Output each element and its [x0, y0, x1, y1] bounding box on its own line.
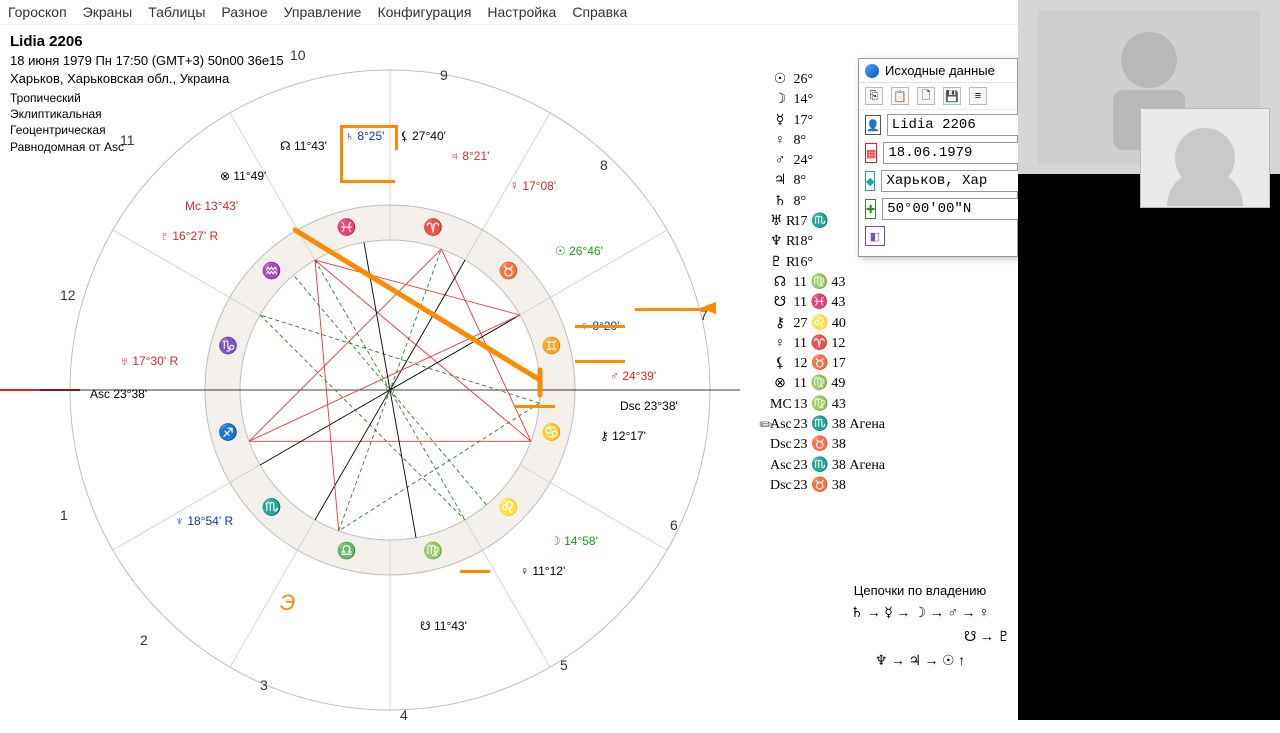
svg-text:9: 9	[440, 67, 448, 83]
menu-item[interactable]: Разное	[221, 4, 267, 20]
copy-button[interactable]: ⎘	[865, 87, 883, 105]
position-row: ♀ 11 ♈ 12	[770, 334, 1000, 354]
dialog-titlebar[interactable]: Исходные данные	[859, 59, 1017, 83]
field-icon[interactable]: ▦	[865, 143, 877, 163]
svg-text:Э: Э	[280, 590, 295, 615]
dialog-fields: 👤 ▦ ◆ ✚ ◧	[859, 110, 1017, 256]
menu-item[interactable]: Конфигурация	[377, 4, 471, 20]
menu-item[interactable]: Гороскоп	[8, 4, 67, 20]
participant-thumbnail[interactable]	[1140, 108, 1270, 208]
svg-text:Mc 13°43': Mc 13°43'	[185, 199, 238, 213]
dialog-field-row: 👤	[865, 114, 1011, 136]
paste-button[interactable]: 📋	[891, 87, 909, 105]
app-icon	[865, 64, 879, 78]
svg-text:☋ 11°43': ☋ 11°43'	[420, 619, 467, 633]
svg-text:♒: ♒	[262, 261, 282, 280]
position-row: Asc 23 ♏ 38 Агена	[770, 456, 1000, 476]
svg-text:12: 12	[60, 287, 76, 303]
field-icon[interactable]: ✚	[865, 199, 876, 219]
dialog-field-row: ◆	[865, 170, 1011, 192]
position-row: Dsc 23 ♉ 38	[770, 476, 1000, 496]
extra-icon[interactable]: ◧	[865, 226, 885, 246]
svg-text:♋: ♋	[542, 423, 562, 442]
position-row: ☋ 11 ♓ 43	[770, 293, 1000, 313]
menu-item[interactable]: Настройка	[487, 4, 556, 20]
svg-text:11: 11	[120, 132, 135, 148]
svg-text:♈: ♈	[423, 217, 443, 236]
dialog-field-row: ▦	[865, 142, 1011, 164]
svg-text:☿ 17°08': ☿ 17°08'	[510, 179, 556, 193]
menu-item[interactable]: Справка	[572, 4, 627, 20]
svg-text:Asc 23°38': Asc 23°38'	[90, 387, 147, 401]
position-row: ☊ 11 ♍ 43	[770, 273, 1000, 293]
svg-text:⚷ 12°17': ⚷ 12°17'	[600, 429, 646, 443]
svg-text:♉: ♉	[498, 261, 518, 280]
field-icon[interactable]: 👤	[865, 115, 881, 135]
dialog-field-row: ✚	[865, 198, 1011, 220]
svg-text:5: 5	[560, 657, 568, 673]
svg-text:10: 10	[290, 47, 306, 63]
menu-item[interactable]: Таблицы	[148, 4, 205, 20]
svg-text:♐: ♐	[218, 423, 238, 442]
chains-title: Цепочки по владению	[820, 580, 1020, 602]
svg-text:4: 4	[400, 707, 408, 723]
dialog-title: Исходные данные	[885, 63, 995, 78]
position-row: Dsc 23 ♉ 38	[770, 435, 1000, 455]
svg-text:♇ 16°27' R: ♇ 16°27' R	[160, 229, 218, 243]
svg-text:⚸ 27°40': ⚸ 27°40'	[400, 129, 446, 143]
svg-text:♓: ♓	[337, 217, 357, 236]
svg-text:⊗ 11°49': ⊗ 11°49'	[220, 169, 266, 183]
menu-item[interactable]: Экраны	[83, 4, 133, 20]
svg-text:1: 1	[60, 507, 68, 523]
svg-text:♂ 24°39': ♂ 24°39'	[610, 369, 656, 383]
menu-button[interactable]: ≡	[969, 87, 987, 105]
svg-text:♑: ♑	[218, 336, 238, 355]
svg-text:♌: ♌	[498, 498, 518, 517]
svg-text:☊ 11°43': ☊ 11°43'	[280, 139, 327, 153]
svg-text:♏: ♏	[262, 498, 282, 517]
svg-text:♀ 11°12': ♀ 11°12'	[520, 564, 565, 578]
svg-text:♍: ♍	[423, 541, 443, 560]
rulership-chains: Цепочки по владению ♄ → ☿ → ☽ → ♂ → ♀ ☋ …	[820, 580, 1020, 673]
dialog-toolbar: ⎘ 📋 🗋 💾 ≡	[859, 83, 1017, 110]
position-row: MC 13 ♍ 43	[770, 395, 1000, 415]
svg-text:♅ 17°30' R: ♅ 17°30' R	[120, 354, 178, 368]
position-row: ⊗ 11 ♍ 49	[770, 374, 1000, 394]
position-row: ⚷ 27 ♌ 40	[770, 314, 1000, 334]
chain-line: ♆ → ♃ → ☉ ↑	[820, 650, 1020, 674]
svg-text:8: 8	[600, 157, 608, 173]
new-button[interactable]: 🗋	[917, 87, 935, 105]
chart-svg: ♈♉♊♋♌♍♎♏♐♑♒♓121110987654321⊗ 11°49'☊ 11°…	[0, 30, 760, 730]
svg-text:☽ 14°58': ☽ 14°58'	[550, 534, 598, 548]
svg-text:6: 6	[670, 517, 678, 533]
svg-text:☉ 26°46': ☉ 26°46'	[555, 244, 603, 258]
source-data-dialog[interactable]: Исходные данные ⎘ 📋 🗋 💾 ≡ 👤 ▦ ◆ ✚ ◧	[858, 58, 1018, 257]
chain-line: ☋ → ♇	[820, 626, 1020, 650]
chain-line: ♄ → ☿ → ☽ → ♂ → ♀	[820, 602, 1020, 626]
position-row: ⚸ 12 ♉ 17	[770, 354, 1000, 374]
menu-item[interactable]: Управление	[284, 4, 362, 20]
avatar-icon	[1175, 128, 1235, 188]
field-icon[interactable]: ◆	[865, 171, 875, 191]
svg-text:♆ 18°54' R: ♆ 18°54' R	[175, 514, 233, 528]
svg-text:♊: ♊	[542, 336, 562, 355]
save-button[interactable]: 💾	[943, 87, 961, 105]
svg-text:2: 2	[140, 632, 148, 648]
svg-text:♎: ♎	[337, 541, 357, 560]
natal-chart: ♈♉♊♋♌♍♎♏♐♑♒♓121110987654321⊗ 11°49'☊ 11°…	[0, 30, 760, 720]
svg-text:3: 3	[260, 677, 268, 693]
svg-text:Dsc 23°38': Dsc 23°38'	[620, 399, 678, 413]
svg-text:♄ 8°25': ♄ 8°25'	[345, 129, 384, 143]
position-row: Asc 23 ♏ 38 Агена	[770, 415, 1000, 435]
svg-text:♃ 8°21': ♃ 8°21'	[450, 149, 489, 163]
